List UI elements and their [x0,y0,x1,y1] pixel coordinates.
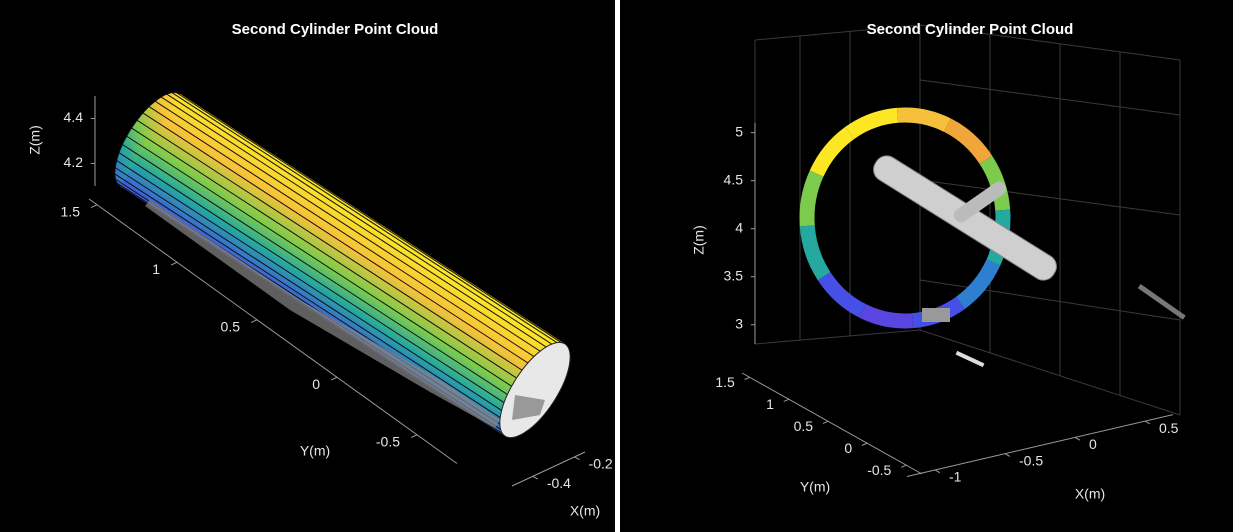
y-axis-label: Y(m) [800,479,830,495]
panel-background [620,0,1233,532]
z-tick-label: 4 [735,219,743,235]
y-tick-label: 1 [152,261,160,277]
y-axis-label: Y(m) [300,443,330,459]
y-tick-label: 1 [766,396,774,412]
z-tick-label: 5 [735,123,743,139]
x-tick-label: -0.5 [1019,452,1043,468]
point-cloud [922,308,950,322]
z-tick-label: 4.4 [64,109,84,125]
chart-title: Second Cylinder Point Cloud [867,21,1074,38]
y-tick-label: 0 [844,440,852,456]
figure: Second Cylinder Point Cloud Second Cylin… [0,0,1233,532]
x-tick-label: -0.2 [589,456,613,472]
y-tick-label: 1.5 [715,374,735,390]
x-tick-label: 0 [1089,436,1097,452]
z-tick-label: 3 [735,315,743,331]
z-axis-label: Z(m) [27,125,43,155]
x-tick-label: -0.4 [547,475,571,491]
z-tick-label: 4.2 [64,154,84,170]
chart-title: Second Cylinder Point Cloud [232,21,439,38]
y-tick-label: -0.5 [376,433,400,449]
x-tick-label: -1 [949,469,962,485]
z-tick-label: 4.5 [724,171,744,187]
x-tick-label: 0.5 [1159,420,1179,436]
y-tick-label: 0.5 [221,318,241,334]
y-tick-label: 1.5 [61,203,81,219]
x-axis-label: X(m) [1075,486,1105,502]
y-tick-label: -0.5 [867,462,891,478]
y-tick-label: 0.5 [794,418,814,434]
z-axis-label: Z(m) [691,225,707,255]
x-axis-label: X(m) [570,503,600,519]
z-tick-label: 3.5 [724,267,744,283]
y-tick-label: 0 [312,376,320,392]
